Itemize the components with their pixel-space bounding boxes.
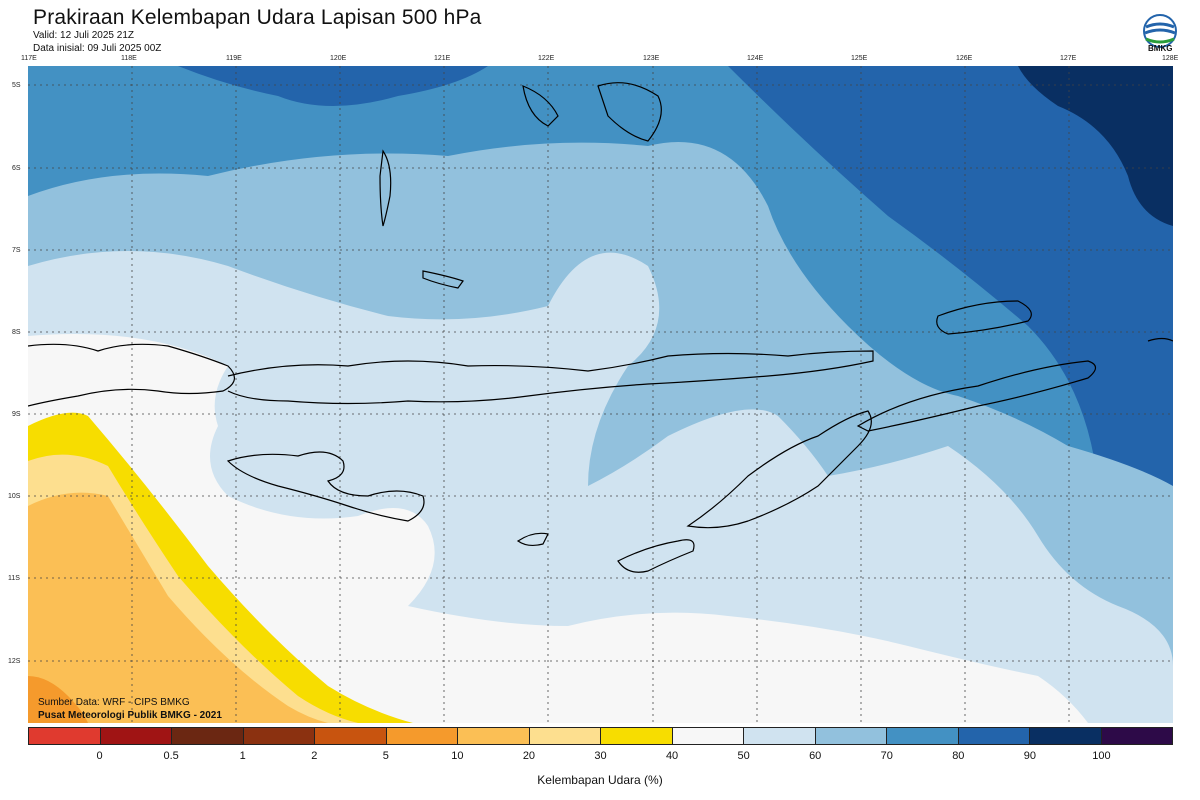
colorbar-swatch — [315, 728, 387, 744]
x-tick-121: 121E — [434, 55, 451, 62]
selayar-coast — [379, 149, 392, 227]
ocean-boundary-line — [856, 360, 1097, 432]
map-grid — [28, 66, 1173, 723]
colorbar-swatch — [243, 728, 315, 744]
sawu-coast — [516, 532, 549, 547]
credit-org: Pusat Meteorologi Publik BMKG - 2021 — [38, 710, 222, 721]
colorbar-label: 0.5 — [163, 750, 179, 762]
coastlines — [28, 82, 1173, 573]
colorbar-label: 30 — [594, 750, 607, 762]
humidity-40-50-region — [28, 334, 1088, 723]
timor-coast — [686, 410, 872, 529]
y-tick-6s: 6S — [12, 165, 21, 172]
colorbar-swatch — [887, 728, 959, 744]
humidity-80-90-region — [728, 66, 1173, 723]
y-tick-10s: 10S — [8, 493, 21, 500]
x-tick-128: 128E — [1162, 55, 1179, 62]
colorbar-swatch — [386, 728, 458, 744]
colorbar-label: 2 — [311, 750, 318, 762]
colorbar-title: Kelembapan Udara (%) — [537, 773, 663, 787]
logo-text: BMKG — [1148, 44, 1173, 53]
x-tick-126: 126E — [956, 55, 973, 62]
colorbar-swatch — [1101, 728, 1172, 744]
colorbar-swatch — [744, 728, 816, 744]
y-tick-8s: 8S — [12, 329, 21, 336]
colorbar-label: 20 — [522, 750, 536, 762]
y-tick-12s: 12S — [8, 658, 21, 665]
colorbar-swatch — [672, 728, 744, 744]
y-tick-11s: 11S — [8, 575, 20, 582]
humidity-5-10-region — [28, 676, 88, 723]
y-tick-7s: 7S — [12, 247, 21, 254]
x-tick-118: 118E — [121, 55, 137, 62]
x-tick-119: 119E — [226, 55, 242, 62]
init-time: Data inisial: 09 Juli 2025 00Z — [33, 43, 162, 54]
colorbar-label: 40 — [665, 750, 679, 762]
island-b-coast — [597, 82, 662, 142]
bmkg-logo-icon — [1143, 14, 1177, 48]
colorbar-label: 0 — [96, 750, 103, 762]
humidity-90-100-region — [1018, 66, 1173, 226]
credit-source: Sumber Data: WRF - CIPS BMKG — [38, 697, 190, 708]
wetar-coast — [936, 300, 1032, 335]
colorbar-label: 70 — [880, 750, 893, 762]
x-tick-122: 122E — [538, 55, 555, 62]
island-c-coast — [422, 270, 464, 289]
colorbar-label: 50 — [737, 750, 750, 762]
colorbar-swatch — [601, 728, 673, 744]
humidity-map — [28, 66, 1173, 723]
island-d-coast — [1147, 337, 1173, 342]
colorbar-swatch — [100, 728, 172, 744]
colorbar-swatch — [958, 728, 1030, 744]
y-tick-5s: 5S — [12, 82, 21, 89]
map-title: Prakiraan Kelembapan Udara Lapisan 500 h… — [33, 6, 482, 29]
colorbar-swatch — [29, 728, 101, 744]
colorbar-label: 80 — [952, 750, 965, 762]
colorbar-label: 100 — [1092, 750, 1111, 762]
colorbar-label: 5 — [382, 750, 389, 762]
colorbar-swatch — [172, 728, 244, 744]
x-tick-117: 117E — [21, 55, 37, 62]
colorbar-label: 60 — [809, 750, 822, 762]
colorbar-swatch — [529, 728, 601, 744]
sumba-coast — [226, 451, 425, 522]
humidity-80-90-north — [178, 66, 488, 106]
colorbar-swatch — [1030, 728, 1102, 744]
x-tick-123: 123E — [643, 55, 660, 62]
x-tick-124: 124E — [747, 55, 764, 62]
x-tick-127: 127E — [1060, 55, 1077, 62]
y-tick-9s: 9S — [12, 411, 21, 418]
colorbar-label: 1 — [239, 750, 246, 762]
rote-coast — [617, 539, 695, 573]
colorbar-label: 10 — [451, 750, 464, 762]
colorbar-label: 90 — [1023, 750, 1036, 762]
x-tick-120: 120E — [330, 55, 347, 62]
humidity-10-20-region — [28, 492, 328, 723]
java-bali-coast — [28, 343, 235, 407]
colorbar-swatch — [458, 728, 530, 744]
colorbar — [28, 727, 1173, 745]
valid-time: Valid: 12 Juli 2025 21Z — [33, 30, 134, 41]
nusa-tenggara-coast — [227, 350, 874, 405]
island-a-coast — [522, 85, 559, 127]
colorbar-swatch — [815, 728, 887, 744]
x-tick-125: 125E — [851, 55, 868, 62]
